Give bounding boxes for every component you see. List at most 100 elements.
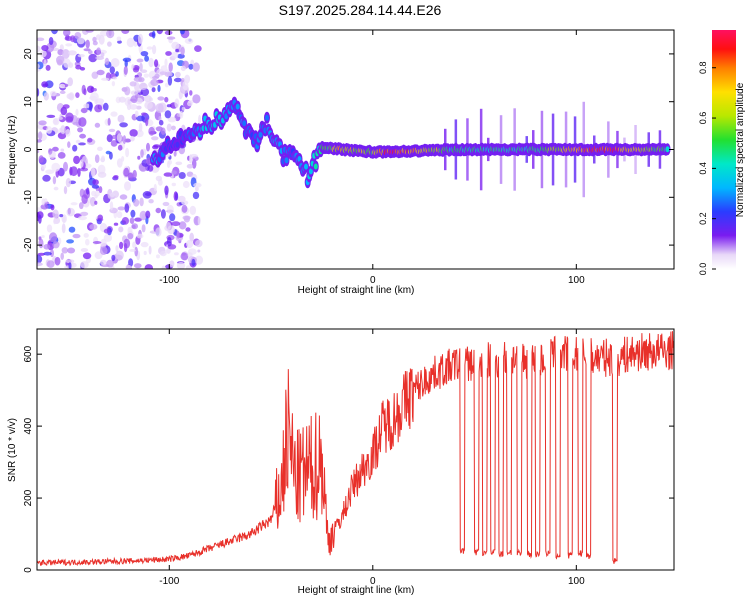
speckle-mark xyxy=(106,134,113,143)
speckle-mark xyxy=(94,122,101,128)
colorbar-tick-label: 0.6 xyxy=(698,112,708,125)
speckle-mark xyxy=(158,116,162,122)
speckle-mark xyxy=(131,223,138,230)
speckle-mark xyxy=(158,119,164,126)
speckle-mark xyxy=(54,256,61,266)
speckle-mark xyxy=(77,54,85,58)
speckle-mark xyxy=(37,207,43,212)
speckle-mark xyxy=(109,201,114,211)
speckle-mark xyxy=(121,30,130,34)
speckle-mark xyxy=(139,82,148,90)
speckle-mark xyxy=(132,67,140,73)
speckle-mark xyxy=(124,203,130,213)
speckle-mark xyxy=(151,30,156,39)
speckle-mark xyxy=(127,233,134,240)
ridge-core xyxy=(665,146,670,153)
snr-ylabel: SNR (10 * v/v) xyxy=(7,418,18,482)
speckle-mark xyxy=(181,204,188,213)
speckle-mark xyxy=(171,41,180,50)
speckle-mark xyxy=(83,88,87,96)
speckle-mark xyxy=(181,106,186,111)
speckle-mark xyxy=(41,235,45,238)
speckle-mark xyxy=(43,92,49,101)
speckle-mark xyxy=(41,45,49,51)
speckle-mark xyxy=(155,103,164,113)
speckle-mark xyxy=(65,112,74,122)
speckle-mark xyxy=(197,249,201,253)
speckle-mark xyxy=(137,155,141,160)
speckle-mark xyxy=(106,259,114,268)
speckle-mark xyxy=(52,146,59,152)
speckle-mark xyxy=(152,145,159,150)
speckle-mark xyxy=(122,57,132,62)
speckle-mark xyxy=(43,244,51,250)
speckle-mark xyxy=(192,62,200,72)
speckle-mark xyxy=(185,265,192,269)
speckle-mark xyxy=(133,76,143,82)
speckle-mark xyxy=(192,94,201,104)
speckle-mark xyxy=(194,45,202,52)
speckle-mark xyxy=(155,126,163,132)
speckle-mark xyxy=(111,254,116,262)
speckle-mark xyxy=(118,226,124,233)
spectrogram-xlabel: Height of straight line (km) xyxy=(298,285,415,296)
speckle-mark xyxy=(61,223,66,234)
speckle-mark xyxy=(140,69,148,73)
speckle-mark xyxy=(77,167,81,177)
speckle-mark xyxy=(53,218,57,225)
speckle-mark xyxy=(113,222,119,226)
speckle-mark xyxy=(153,183,157,192)
speckle-mark xyxy=(112,76,118,80)
speckle-mark xyxy=(140,51,149,57)
speckle-mark xyxy=(164,30,173,35)
speckle-mark xyxy=(195,186,199,192)
speckle-mark xyxy=(67,247,76,254)
speckle-mark xyxy=(100,259,107,266)
ridge-core xyxy=(304,163,308,170)
speckle-mark xyxy=(136,58,144,63)
speckle-mark xyxy=(111,134,117,140)
speckle-mark xyxy=(166,248,171,254)
speckle-mark xyxy=(72,233,81,239)
speckle-mark xyxy=(156,30,163,35)
speckle-mark xyxy=(116,211,123,219)
speckle-mark xyxy=(141,112,147,116)
speckle-mark xyxy=(157,84,161,93)
speckle-mark xyxy=(88,53,98,63)
speckle-mark xyxy=(43,59,47,67)
speckle-mark xyxy=(85,39,90,49)
speckle-mark xyxy=(162,201,170,207)
speckle-mark xyxy=(52,176,57,185)
speckle-mark xyxy=(77,127,84,133)
speckle-mark xyxy=(171,51,179,59)
speckle-mark xyxy=(51,30,58,35)
speckle-mark xyxy=(60,106,68,116)
speckle-mark xyxy=(53,186,59,191)
ridge-core xyxy=(258,131,263,138)
speckle-mark xyxy=(103,102,109,111)
speckle-mark xyxy=(101,77,110,81)
speckle-mark xyxy=(127,172,134,180)
speckle-mark xyxy=(67,77,73,87)
y-tick-label: 10 xyxy=(23,96,34,108)
speckle-mark xyxy=(197,216,201,225)
speckle-mark xyxy=(59,83,66,89)
speckle-mark xyxy=(165,51,172,56)
colorbar-ticks: 0.0 0.2 0.4 0.6 0.8 xyxy=(698,61,716,275)
speckle-mark xyxy=(111,81,116,87)
speckle-mark xyxy=(80,248,89,252)
speckle-mark xyxy=(180,46,185,56)
snr-panel: -100 0 100 0 200 400 600 Height of straight li… xyxy=(7,328,675,596)
speckle-mark xyxy=(63,186,68,195)
speckle-mark xyxy=(89,95,97,101)
speckle-mark xyxy=(134,263,142,269)
speckle-mark xyxy=(107,41,112,47)
speckle-mark xyxy=(174,98,180,109)
speckle-mark xyxy=(63,161,68,172)
speckle-mark xyxy=(41,81,48,88)
speckle-mark xyxy=(136,115,145,122)
speckle-mark xyxy=(181,200,189,206)
speckle-mark xyxy=(38,120,47,126)
speckle-mark xyxy=(83,103,90,109)
